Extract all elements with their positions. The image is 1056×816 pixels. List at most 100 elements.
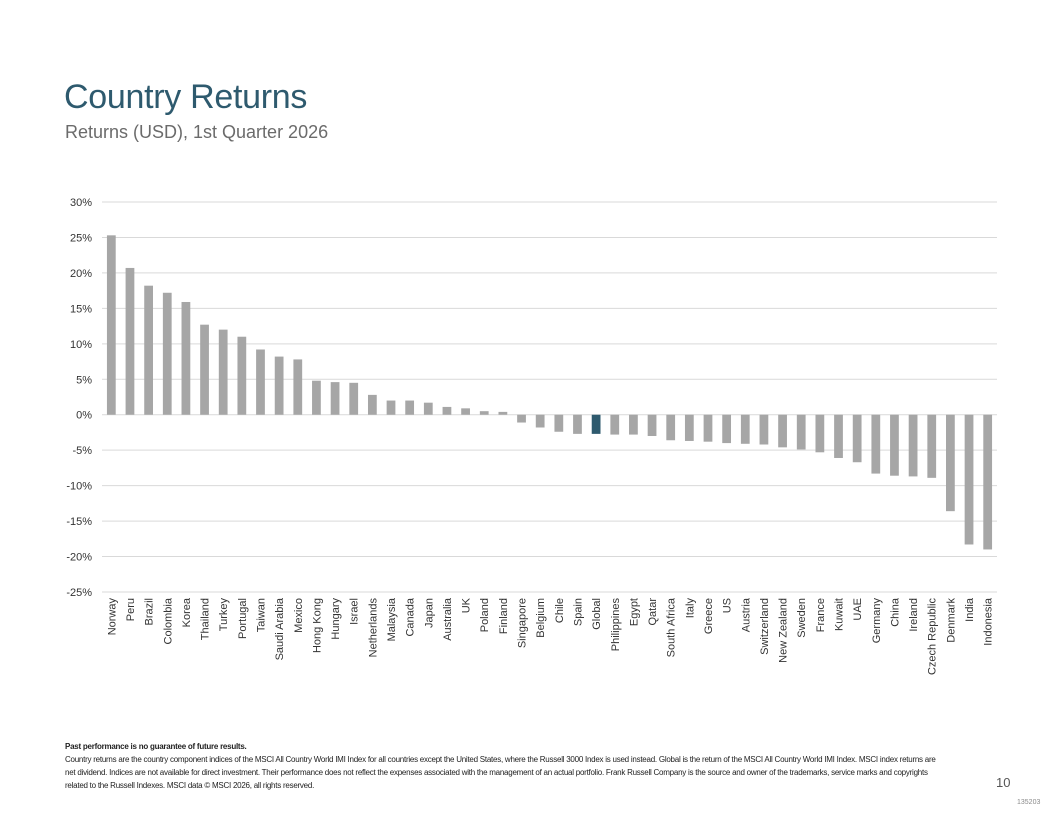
bar-mexico (293, 359, 303, 415)
x-tick-label: Chile (554, 598, 566, 623)
x-tick-label: Finland (498, 598, 510, 634)
x-tick-label: China (889, 597, 901, 627)
x-tick-label: Hong Kong (311, 598, 323, 653)
bar-taiwan (256, 349, 265, 415)
bar-singapore (517, 414, 526, 423)
bar-philippines (610, 414, 620, 435)
x-tick-label: South Africa (666, 597, 678, 657)
y-tick-label: -15% (66, 516, 92, 528)
bar-chile (554, 414, 564, 432)
x-tick-label: Egypt (628, 598, 640, 626)
bar-indonesia (983, 414, 993, 550)
bars (106, 235, 993, 550)
bar-czech-republic (927, 414, 937, 478)
x-tick-label: Kuwait (834, 598, 846, 631)
bar-colombia (162, 292, 172, 415)
bar-canada (405, 400, 415, 415)
bar-peru (125, 267, 135, 415)
bar-netherlands (367, 394, 377, 415)
bar-portugal (237, 336, 247, 415)
bar-sweden (796, 414, 806, 450)
disclaimer: Past performance is no guarantee of futu… (65, 742, 247, 751)
x-tick-label: Saudi Arabia (274, 597, 286, 660)
x-tick-label: Spain (572, 598, 584, 626)
y-tick-label: -5% (72, 445, 92, 457)
bar-greece (703, 414, 713, 442)
x-tick-label: UK (461, 597, 473, 613)
page-subtitle: Returns (USD), 1st Quarter 2026 (65, 122, 329, 142)
bar-australia (442, 406, 452, 415)
bar-hungary (330, 382, 340, 415)
bar-uae (852, 414, 862, 463)
x-tick-label: Taiwan (255, 598, 267, 632)
x-tick-label: Italy (684, 598, 696, 619)
x-tick-label: Ireland (908, 598, 920, 632)
x-tick-label: US (722, 598, 734, 613)
country-returns-chart: 30% 25% 20% 15% 10% 5% 0% -5% -10% -15% -20% -25% N… (66, 197, 997, 675)
x-tick-label: Qatar (647, 598, 659, 626)
y-tick-label: 10% (70, 339, 92, 351)
bar-korea (181, 301, 191, 415)
x-tick-label: Czech Republic (927, 598, 939, 676)
y-tick-label: 5% (76, 374, 92, 386)
x-tick-label: UAE (852, 598, 864, 621)
y-axis-ticks: 30% 25% 20% 15% 10% 5% 0% -5% -10% -15% -20% -25% (66, 197, 92, 599)
gridlines (102, 201, 997, 593)
bar-ireland (908, 414, 918, 477)
bar-austria (740, 414, 750, 444)
x-tick-label: Indonesia (983, 597, 995, 646)
y-tick-label: -20% (66, 552, 92, 564)
y-tick-label: 15% (70, 303, 92, 315)
x-tick-label: Switzerland (759, 598, 771, 655)
x-tick-label: Mexico (293, 598, 305, 633)
x-tick-label: Turkey (218, 598, 230, 632)
y-tick-label: -10% (66, 481, 92, 493)
bar-new-zealand (778, 414, 787, 448)
x-tick-label: Poland (479, 598, 491, 632)
bar-saudi-arabia (274, 356, 284, 415)
bar-thailand (200, 324, 209, 415)
bar-italy (684, 414, 694, 441)
x-tick-label: New Zealand (778, 598, 790, 663)
x-tick-label: Germany (871, 598, 883, 644)
x-tick-label: Korea (181, 597, 193, 627)
bar-malaysia (386, 400, 396, 415)
bar-india (964, 414, 974, 545)
bar-israel (349, 382, 359, 415)
x-tick-label: India (964, 597, 976, 622)
x-tick-label: Peru (125, 598, 137, 621)
y-tick-label: 30% (70, 197, 92, 209)
page-number: 10 (996, 775, 1011, 790)
bar-spain (573, 414, 582, 434)
x-tick-label: Portugal (237, 598, 249, 639)
document-code: 135203 (1017, 799, 1041, 806)
x-tick-label: Netherlands (367, 598, 379, 658)
x-tick-label: Philippines (610, 598, 622, 652)
y-tick-label: -25% (66, 587, 92, 599)
y-tick-label: 20% (70, 268, 92, 280)
bar-global (591, 414, 601, 434)
x-tick-label: Israel (349, 598, 361, 625)
x-tick-label: Australia (442, 597, 454, 641)
page-title: Country Returns (64, 78, 308, 116)
x-tick-label: Singapore (517, 598, 529, 648)
bar-qatar (647, 414, 657, 436)
bar-switzerland (759, 414, 769, 445)
x-tick-label: Austria (740, 597, 752, 632)
x-tick-label: Brazil (144, 598, 156, 626)
x-axis-labels: Norway Peru Brazil Colombia Korea Thailand Tur… (106, 597, 994, 675)
bar-brazil (144, 285, 153, 415)
x-tick-label: Norway (106, 598, 118, 636)
bar-norway (106, 235, 116, 415)
x-tick-label: Global (591, 598, 603, 630)
bar-germany (871, 414, 881, 474)
bar-finland (498, 411, 508, 415)
x-tick-label: Colombia (162, 597, 174, 644)
bar-belgium (535, 414, 545, 428)
bar-china (890, 414, 899, 476)
x-tick-label: Japan (423, 598, 435, 628)
x-tick-label: Sweden (796, 598, 808, 638)
x-tick-label: Greece (703, 598, 715, 634)
bar-egypt (629, 414, 638, 435)
bar-south-africa (666, 414, 676, 441)
